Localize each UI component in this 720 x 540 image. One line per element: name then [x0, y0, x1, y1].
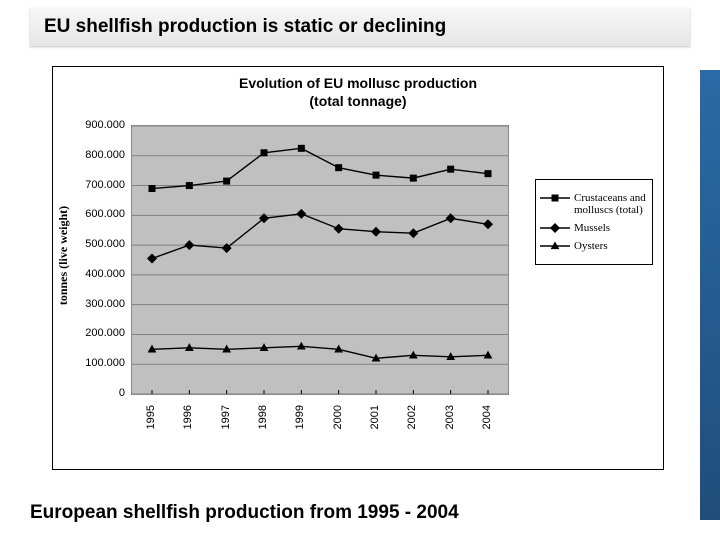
legend-label: Crustaceans and molluscs (total): [574, 192, 648, 216]
legend-symbol: [540, 222, 570, 234]
y-tick-label: 100.000: [77, 357, 125, 369]
legend-symbol: [540, 192, 570, 204]
y-tick-label: 0: [77, 387, 125, 399]
legend-label: Mussels: [574, 222, 610, 234]
x-tick-label: 1995: [145, 405, 157, 429]
slide: EU shellfish production is static or dec…: [0, 0, 720, 540]
x-tick-label: 1999: [294, 405, 306, 429]
legend: Crustaceans and molluscs (total) Mussels O…: [535, 179, 653, 265]
chart-body: tonnes (live weight) 0100.000200.000300.…: [63, 121, 653, 459]
legend-item: Oysters: [540, 240, 648, 252]
x-tick-label: 1998: [257, 405, 269, 429]
x-tick-label: 2004: [481, 405, 493, 429]
y-axis-label: tonnes (live weight): [53, 121, 75, 389]
chart-title-line1: Evolution of EU mollusc production: [239, 75, 477, 91]
plot-area: [131, 125, 509, 395]
legend-item: Crustaceans and molluscs (total): [540, 192, 648, 216]
y-tick-label: 800.000: [77, 149, 125, 161]
y-tick-label: 400.000: [77, 268, 125, 280]
slide-title-bar: EU shellfish production is static or dec…: [30, 8, 690, 46]
slide-caption: European shellfish production from 1995 …: [30, 502, 459, 524]
plot-svg: [132, 126, 508, 394]
x-tick-label: 2003: [444, 405, 456, 429]
chart-title-line2: (total tonnage): [309, 93, 406, 109]
y-tick-label: 300.000: [77, 298, 125, 310]
legend-item: Mussels: [540, 222, 648, 234]
x-tick-label: 2001: [369, 405, 381, 429]
x-axis-ticks: 1995 1996 1997 1998 1999 2000 2001 2002 2003 2004: [131, 399, 509, 459]
legend-symbol: [540, 240, 570, 252]
side-accent-bar: [700, 70, 720, 520]
x-tick-label: 2000: [332, 405, 344, 429]
y-tick-label: 900.000: [77, 119, 125, 131]
chart-container: Evolution of EU mollusc production (tota…: [52, 66, 664, 470]
slide-title: EU shellfish production is static or dec…: [44, 16, 446, 38]
slide-caption-text: European shellfish production from 1995 …: [30, 502, 459, 523]
y-tick-label: 600.000: [77, 208, 125, 220]
y-axis-ticks: 0100.000200.000300.000400.000500.000600.…: [77, 125, 129, 395]
chart-title: Evolution of EU mollusc production (tota…: [53, 67, 663, 110]
x-tick-label: 1996: [182, 405, 194, 429]
y-tick-label: 700.000: [77, 179, 125, 191]
x-tick-label: 1997: [220, 405, 232, 429]
legend-label: Oysters: [574, 240, 608, 252]
y-tick-label: 200.000: [77, 327, 125, 339]
y-axis-label-text: tonnes (live weight): [57, 205, 72, 304]
x-tick-label: 2002: [406, 405, 418, 429]
y-tick-label: 500.000: [77, 238, 125, 250]
